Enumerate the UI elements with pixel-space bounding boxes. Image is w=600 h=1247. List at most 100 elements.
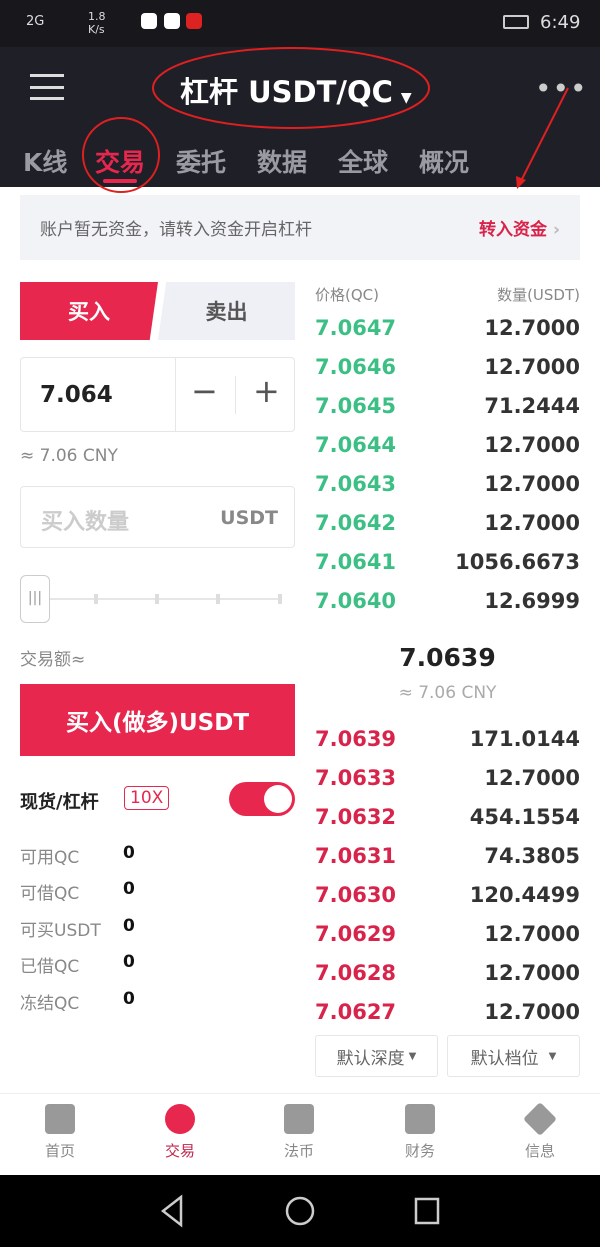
tab-data[interactable]: 数据 (257, 148, 308, 177)
bid-row[interactable]: 7.0628 12.7000 (315, 953, 580, 992)
submit-buy-button[interactable]: 买入(做多)USDT (20, 684, 295, 756)
amount-slider[interactable]: ||| (20, 575, 282, 623)
bid-row[interactable]: 7.0639 171.0144 (315, 719, 580, 758)
bid-row[interactable]: 7.0630 120.4499 (315, 875, 580, 914)
bid-row[interactable]: 7.0632 454.1554 (315, 797, 580, 836)
transfer-funds-link[interactable]: 转入资金 › (479, 215, 560, 240)
amount-unit: USDT (220, 507, 278, 529)
app-icon (141, 13, 157, 29)
price-column-header: 价格(QC) (315, 286, 379, 304)
balance-row: 冻结QC 0 (20, 989, 135, 1014)
amount-input[interactable]: 买入数量 USDT (20, 486, 295, 548)
buy-tab[interactable]: 买入 (20, 282, 158, 340)
recents-icon[interactable] (414, 1197, 440, 1225)
ask-row[interactable]: 7.0641 1056.6673 (315, 542, 580, 581)
status-bar: 2G 1.8 K/s 6:49 (0, 0, 600, 47)
ask-row[interactable]: 7.0645 71.2444 (315, 386, 580, 425)
depth-select[interactable]: 默认深度 ▼ (315, 1035, 438, 1077)
increase-price-button[interactable]: + (253, 372, 280, 410)
order-price: 7.0642 (315, 510, 397, 535)
bid-row[interactable]: 7.0629 12.7000 (315, 914, 580, 953)
pair-selector[interactable]: 杠杆 USDT/QC ▼ (180, 69, 412, 111)
bid-row[interactable]: 7.0633 12.7000 (315, 758, 580, 797)
order-price: 7.0628 (315, 960, 397, 985)
network-indicator: 2G (26, 14, 45, 29)
pair-title: 杠杆 USDT/QC (180, 75, 393, 109)
speed-indicator: 1.8 K/s (88, 10, 106, 36)
app-icon (186, 13, 202, 29)
order-qty: 12.7000 (484, 960, 580, 985)
system-nav-bar (0, 1175, 600, 1247)
funding-notice: 账户暂无资金，请转入资金开启杠杆 转入资金 › (20, 195, 580, 260)
slider-handle[interactable]: ||| (20, 575, 50, 623)
order-qty: 454.1554 (469, 804, 580, 829)
order-qty: 12.7000 (484, 921, 580, 946)
order-price: 7.0647 (315, 315, 397, 340)
back-icon[interactable] (160, 1194, 183, 1228)
orderbook-header: 价格(QC) 数量(USDT) (315, 284, 580, 305)
nav-label: 法币 (283, 1142, 314, 1160)
qty-column-header: 数量(USDT) (497, 286, 580, 304)
order-price: 7.0632 (315, 804, 397, 829)
ask-row[interactable]: 7.0647 12.7000 (315, 308, 580, 347)
order-price: 7.0627 (315, 999, 397, 1024)
level-select[interactable]: 默认档位 ▼ (447, 1035, 580, 1077)
ask-row[interactable]: 7.0640 12.6999 (315, 581, 580, 620)
balance-value: 0 (123, 952, 135, 972)
amount-placeholder: 买入数量 (41, 510, 130, 535)
order-qty: 74.3805 (484, 843, 580, 868)
ask-row[interactable]: 7.0644 12.7000 (315, 425, 580, 464)
order-qty: 12.7000 (484, 432, 580, 457)
nav-fiat[interactable]: 法币 (259, 1104, 339, 1161)
leverage-badge: 10X (124, 786, 170, 810)
toggle-knob (264, 785, 292, 813)
balance-row: 可借QC 0 (20, 879, 135, 904)
tab-orders[interactable]: 委托 (176, 148, 227, 177)
ask-row[interactable]: 7.0642 12.7000 (315, 503, 580, 542)
balance-label: 可借QC (20, 884, 80, 904)
balance-value: 0 (123, 843, 135, 863)
nav-info[interactable]: 信息 (500, 1102, 580, 1161)
info-diamond-icon (523, 1102, 557, 1136)
balance-label: 可买USDT (20, 921, 101, 941)
last-price-cny: ≈ 7.06 CNY (398, 683, 497, 703)
nav-home[interactable]: 首页 (20, 1104, 100, 1161)
balance-row: 可用QC 0 (20, 843, 135, 868)
ask-row[interactable]: 7.0646 12.7000 (315, 347, 580, 386)
level-label: 默认档位 (470, 1048, 539, 1069)
annotation-circle (82, 117, 160, 193)
decrease-price-button[interactable]: − (191, 372, 218, 410)
home-button-icon[interactable] (285, 1196, 315, 1226)
finance-icon (405, 1104, 435, 1134)
fiat-icon (284, 1104, 314, 1134)
sell-tab[interactable]: 卖出 (158, 282, 295, 340)
spot-label: 现货/ (20, 792, 63, 813)
ask-row[interactable]: 7.0643 12.7000 (315, 464, 580, 503)
balance-row: 已借QC 0 (20, 952, 135, 977)
tab-kline[interactable]: K线 (23, 148, 68, 177)
notice-text: 账户暂无资金，请转入资金开启杠杆 (40, 220, 312, 240)
order-price: 7.0629 (315, 921, 397, 946)
price-input[interactable]: 7.064 (40, 382, 113, 408)
order-qty: 120.4499 (469, 882, 580, 907)
margin-label: 杠杆 (62, 792, 99, 813)
more-icon[interactable]: ••• (535, 72, 588, 105)
order-qty: 12.7000 (484, 471, 580, 496)
tab-global[interactable]: 全球 (338, 148, 389, 177)
nav-finance[interactable]: 财务 (380, 1104, 460, 1161)
menu-icon[interactable] (30, 74, 64, 100)
transfer-label: 转入资金 (478, 220, 547, 240)
clock: 6:49 (540, 12, 581, 33)
order-qty: 12.6999 (484, 588, 580, 613)
mode-label: 现货/杠杆 (20, 788, 99, 814)
balance-row: 可买USDT 0 (20, 916, 135, 941)
margin-toggle[interactable] (229, 782, 295, 816)
tab-overview[interactable]: 概况 (419, 148, 470, 177)
trade-amount-label: 交易额≈ (20, 650, 86, 670)
tab-trade[interactable]: 交易 (95, 148, 146, 177)
order-qty: 12.7000 (484, 510, 580, 535)
annotation-overlay (82, 47, 569, 193)
nav-trade[interactable]: 交易 (140, 1104, 220, 1161)
bid-row[interactable]: 7.0627 12.7000 (315, 992, 580, 1031)
bid-row[interactable]: 7.0631 74.3805 (315, 836, 580, 875)
